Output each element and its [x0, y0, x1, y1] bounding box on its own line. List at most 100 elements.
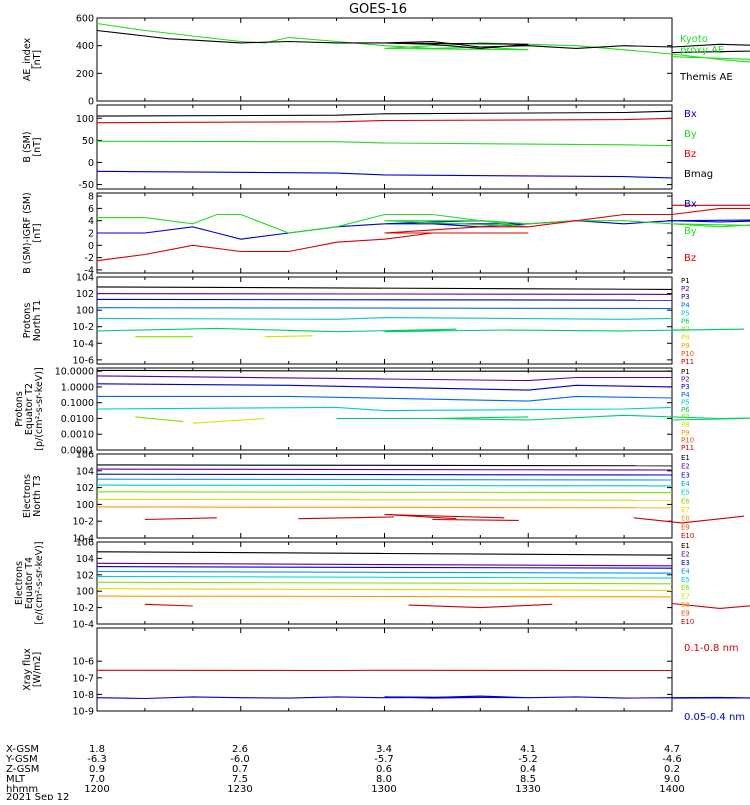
series-e7 — [97, 499, 672, 500]
y-axis-label: ElectronsNorth T3 — [22, 474, 43, 518]
y-axis-label: ProtonsNorth T1 — [22, 300, 43, 341]
plot-title: GOES-16 — [349, 2, 407, 17]
y-tick-label: 10.0000 — [55, 367, 94, 378]
series-e1 — [97, 465, 672, 466]
series-p4 — [97, 308, 672, 309]
legend-item: Bmag — [684, 169, 713, 180]
legend-item: E1 — [681, 454, 690, 462]
legend-item: Bz — [684, 253, 696, 264]
y-tick-label: 10-2 — [72, 322, 94, 333]
y-axis-label: AE_index[nT] — [22, 38, 43, 82]
legend-item: E8 — [681, 601, 690, 609]
legend-item: P11 — [681, 358, 694, 366]
legend-item: 0.1-0.8 nm — [684, 643, 739, 654]
y-tick-label: 0.0010 — [61, 430, 94, 441]
y-tick-label: 2 — [88, 229, 94, 240]
footer-cell: 1330 — [515, 784, 540, 795]
y-tick-label: 6 — [88, 204, 94, 215]
y-tick-label: 10-8 — [72, 690, 94, 701]
legend-item: E10 — [681, 532, 694, 540]
series-e2 — [97, 563, 672, 566]
y-tick-label: 10-2 — [72, 517, 94, 528]
y-axis-label-line: [e/(cm²-s-sr-keV)] — [34, 541, 45, 624]
legend-item: 0.05-0.4 nm — [684, 712, 745, 723]
y-tick-label: 10-6 — [72, 657, 94, 668]
legend-item: E1 — [681, 542, 690, 550]
series-p7 — [135, 417, 183, 422]
y-tick-label: 4 — [88, 216, 94, 227]
y-tick-label: 0.1000 — [61, 398, 94, 409]
y-tick-label: 200 — [76, 69, 94, 80]
legend-item: P9 — [681, 342, 690, 350]
legend-item: By — [684, 226, 697, 237]
legend-item: Bx — [684, 199, 697, 210]
legend-item: E6 — [681, 497, 690, 505]
series-bz — [97, 205, 750, 260]
y-tick-label: 10-9 — [72, 707, 94, 718]
legend-item: E5 — [681, 489, 690, 497]
series-e4 — [97, 572, 672, 574]
series-0-05-0-4-nm — [97, 696, 750, 698]
y-tick-label: 106 — [76, 538, 94, 549]
y-tick-label: 102 — [76, 483, 94, 494]
footer-cell: 1200 — [84, 784, 109, 795]
y-axis-label: B (SM)[nT] — [22, 131, 43, 162]
footer-cell: 1400 — [659, 784, 684, 795]
y-tick-label: 0 — [88, 158, 94, 169]
legend-item: proxy AE — [680, 45, 724, 56]
y-tick-label: 104 — [76, 273, 94, 284]
series-p5 — [97, 407, 672, 410]
series-e1 — [97, 552, 672, 555]
y-tick-label: 104 — [76, 466, 94, 477]
y-tick-label: 102 — [76, 570, 94, 581]
series-p2 — [97, 376, 672, 381]
legend-item: P2 — [681, 285, 690, 293]
y-tick-label: -50 — [78, 180, 94, 191]
legend-item: P10 — [681, 350, 694, 358]
panel-frame — [97, 454, 672, 538]
y-tick-label: 50 — [82, 136, 94, 147]
y-axis-label-line: [nT] — [32, 50, 43, 69]
legend-item: By — [684, 129, 697, 140]
series-e8 — [97, 596, 672, 597]
y-tick-label: 10-4 — [72, 339, 94, 350]
series-e4 — [97, 479, 672, 480]
y-tick-label: 1.0000 — [61, 382, 94, 393]
y-axis-label-line: [p/(cm²-s-sr-keV)] — [34, 367, 45, 450]
legend-item: P1 — [681, 277, 690, 285]
y-tick-label: 0.0100 — [61, 414, 94, 425]
footer-date: 2021 Sep 12 — [6, 792, 69, 800]
series-e10 — [145, 604, 193, 606]
panel-frame — [97, 18, 672, 101]
y-tick-label: 10-7 — [72, 673, 94, 684]
y-axis-label-line: [W/m2] — [32, 652, 43, 687]
y-tick-label: 8 — [88, 192, 94, 203]
y-tick-label: 0 — [88, 241, 94, 252]
series-bz — [97, 118, 672, 122]
y-tick-label: 100 — [76, 500, 94, 511]
legend-item: E9 — [681, 523, 690, 531]
y-axis-label-line: North T1 — [32, 300, 43, 341]
series-e2 — [97, 469, 672, 470]
series-p2 — [97, 294, 672, 295]
legend-item: P8 — [681, 334, 690, 342]
series-e10 — [298, 517, 394, 519]
series-p3 — [97, 299, 672, 300]
series-e3 — [97, 474, 672, 475]
legend-item: E8 — [681, 515, 690, 523]
y-axis-label: B (SM)-IGRF (SM)[nT] — [22, 192, 43, 274]
legend-item: E2 — [681, 550, 690, 558]
series-p1 — [97, 287, 672, 290]
y-tick-label: 100 — [76, 587, 94, 598]
series-bx — [97, 171, 672, 178]
series-p4 — [97, 396, 672, 401]
legend-item: P6 — [681, 318, 690, 326]
